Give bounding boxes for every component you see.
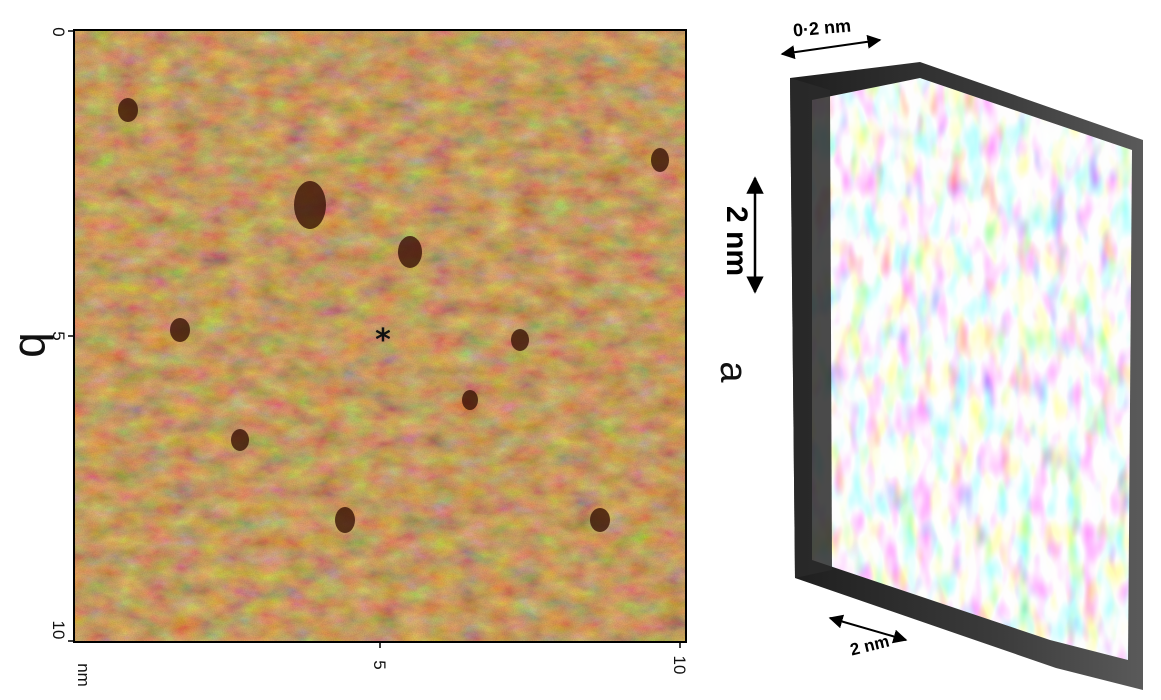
stm-dark-features — [118, 98, 669, 533]
center-marker: * — [375, 323, 391, 358]
surface-shadow-edge — [790, 78, 832, 578]
panel-a — [746, 34, 1143, 690]
left-tick-label-5: 5 — [49, 331, 68, 341]
left-tick-label-10: 10 — [49, 620, 68, 640]
bottom-tick-label-nm: nm — [74, 663, 93, 687]
bottom-tick-label-5: 5 — [370, 660, 389, 670]
surface-topography — [812, 78, 1132, 660]
scale-arrow-height — [780, 34, 882, 60]
panel-a-label: a — [712, 361, 754, 383]
left-axis — [68, 30, 74, 642]
bottom-axis — [379, 642, 681, 648]
left-tick-label-0: 0 — [49, 27, 68, 37]
panel-b: * — [68, 29, 687, 648]
scale-label-vertical: 2 nm — [720, 205, 753, 277]
bottom-tick-label-10: 10 — [670, 655, 689, 675]
scale-arrow-depth — [828, 614, 908, 644]
